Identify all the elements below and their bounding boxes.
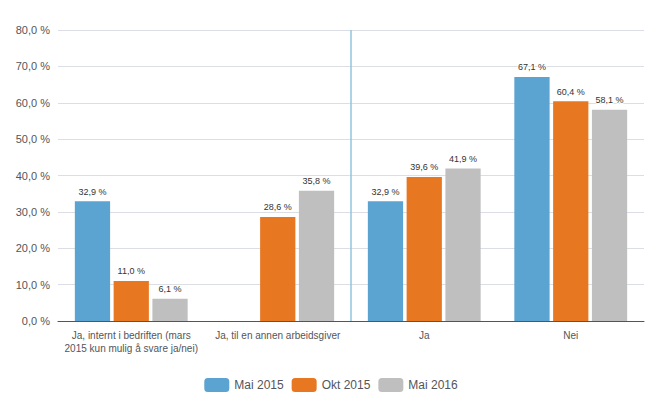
svg-text:11,0 %: 11,0 % xyxy=(118,266,145,276)
svg-text:40,0 %: 40,0 % xyxy=(16,170,50,182)
svg-text:80,0 %: 80,0 % xyxy=(16,24,50,36)
svg-text:70,0 %: 70,0 % xyxy=(16,60,50,72)
svg-text:58,1 %: 58,1 % xyxy=(596,95,624,105)
svg-text:Nei: Nei xyxy=(563,330,578,341)
svg-text:Mai 2016: Mai 2016 xyxy=(408,378,458,392)
svg-text:35,8 %: 35,8 % xyxy=(303,176,331,186)
svg-text:6,1 %: 6,1 % xyxy=(159,284,182,294)
svg-text:Ja, internt i bedriften (mars: Ja, internt i bedriften (mars xyxy=(72,330,191,341)
svg-text:2015 kun mulig å svare ja/nei): 2015 kun mulig å svare ja/nei) xyxy=(65,343,198,354)
svg-text:41,9 %: 41,9 % xyxy=(449,154,477,164)
svg-text:Ja: Ja xyxy=(419,330,430,341)
svg-text:30,0 %: 30,0 % xyxy=(16,206,50,218)
svg-text:Mai 2015: Mai 2015 xyxy=(234,378,284,392)
svg-text:39,6 %: 39,6 % xyxy=(410,162,438,172)
svg-text:28,6 %: 28,6 % xyxy=(264,202,292,212)
svg-text:67,1 %: 67,1 % xyxy=(518,62,546,72)
svg-text:60,4 %: 60,4 % xyxy=(557,87,585,97)
svg-text:32,9 %: 32,9 % xyxy=(371,187,399,197)
svg-text:32,9 %: 32,9 % xyxy=(78,187,106,197)
svg-text:Okt 2015: Okt 2015 xyxy=(322,378,371,392)
svg-text:0,0 %: 0,0 % xyxy=(22,315,50,327)
svg-text:60,0 %: 60,0 % xyxy=(16,97,50,109)
svg-text:50,0 %: 50,0 % xyxy=(16,133,50,145)
svg-text:Ja, til en annen arbeidsgiver: Ja, til en annen arbeidsgiver xyxy=(215,330,341,341)
svg-text:20,0 %: 20,0 % xyxy=(16,242,50,254)
svg-text:10,0 %: 10,0 % xyxy=(16,279,50,291)
